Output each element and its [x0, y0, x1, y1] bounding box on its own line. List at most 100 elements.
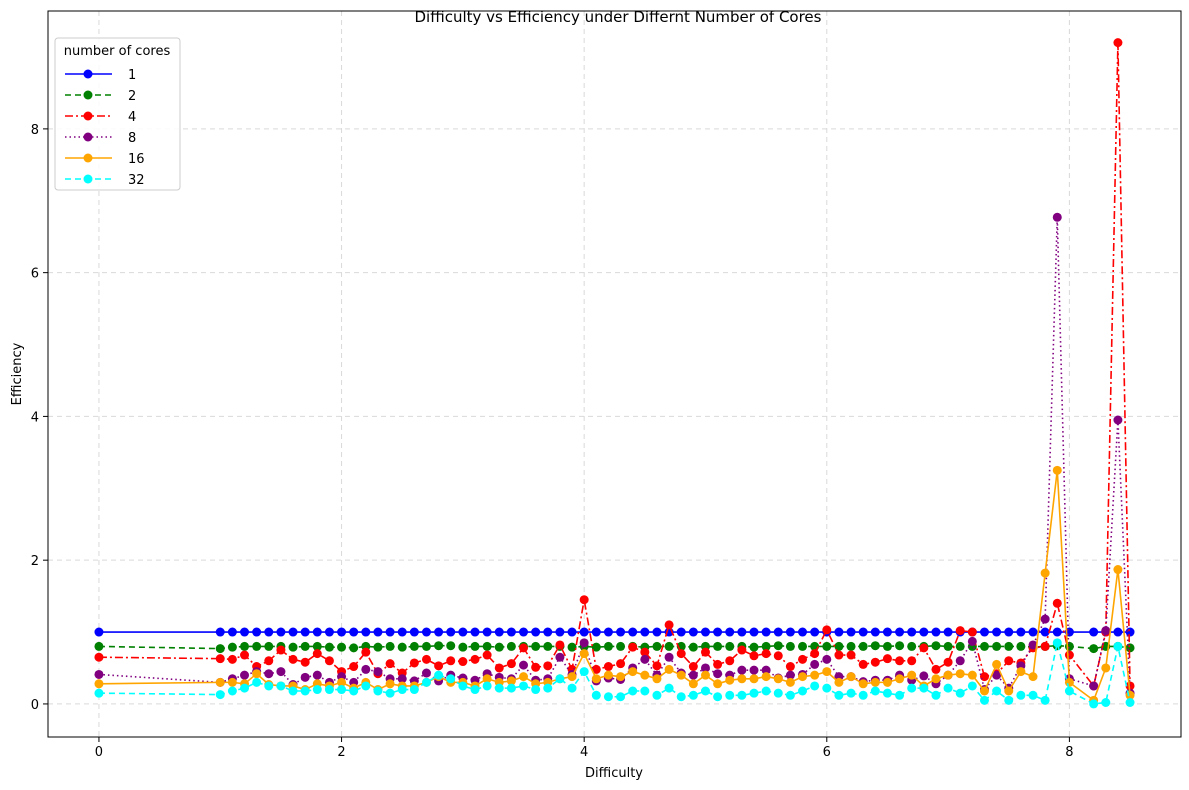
data-point [737, 690, 747, 700]
data-point [434, 641, 444, 651]
data-point [640, 647, 650, 657]
data-point [931, 627, 941, 637]
data-point [870, 686, 880, 696]
series-line-8 [98, 217, 1131, 694]
data-point [1040, 614, 1050, 624]
data-point [264, 641, 274, 651]
data-point [434, 670, 444, 680]
data-point [240, 670, 250, 680]
data-point [531, 627, 541, 637]
data-point [215, 677, 225, 687]
data-point [749, 642, 759, 652]
data-point [955, 641, 965, 651]
data-point [276, 681, 286, 691]
data-point [895, 674, 905, 684]
data-point [252, 627, 262, 637]
data-point [337, 642, 347, 652]
data-point [227, 654, 237, 664]
data-point [543, 683, 553, 693]
data-point [664, 652, 674, 662]
data-point [676, 649, 686, 659]
data-point [700, 686, 710, 696]
data-point [94, 669, 104, 679]
data-point [761, 672, 771, 682]
data-point [785, 641, 795, 651]
data-point [979, 627, 989, 637]
data-point [1101, 626, 1111, 636]
data-point [955, 688, 965, 698]
data-point [591, 690, 601, 700]
data-point [543, 661, 553, 671]
data-point [628, 686, 638, 696]
legend-label: 32 [128, 173, 145, 188]
data-point [337, 627, 347, 637]
data-point [264, 627, 274, 637]
data-point [591, 674, 601, 684]
data-point [1125, 643, 1135, 653]
data-point [955, 656, 965, 666]
data-point [725, 627, 735, 637]
data-point [616, 641, 626, 651]
data-point [361, 664, 371, 674]
data-point [882, 677, 892, 687]
data-point [882, 627, 892, 637]
y-tick-label: 6 [31, 267, 39, 282]
data-point [907, 627, 917, 637]
data-point [713, 641, 723, 651]
data-point [1028, 627, 1038, 637]
data-point [409, 641, 419, 651]
data-point [482, 674, 492, 684]
data-point [931, 690, 941, 700]
data-point [967, 670, 977, 680]
data-point [446, 656, 456, 666]
data-point [785, 670, 795, 680]
x-tick-label: 2 [337, 745, 345, 760]
data-point [300, 686, 310, 696]
data-point [785, 677, 795, 687]
data-point [1052, 465, 1062, 475]
data-point [979, 641, 989, 651]
data-point [810, 659, 820, 669]
series-line-32 [98, 642, 1131, 705]
data-point [749, 651, 759, 661]
data-point [737, 674, 747, 684]
data-point [215, 627, 225, 637]
data-point [543, 627, 553, 637]
data-point [907, 641, 917, 651]
data-point [215, 690, 225, 700]
data-point [506, 676, 516, 686]
data-point [943, 670, 953, 680]
data-point [713, 659, 723, 669]
data-point [421, 627, 431, 637]
legend-swatch-marker [83, 90, 93, 100]
data-point [543, 641, 553, 651]
data-point [349, 662, 359, 672]
data-point [252, 669, 262, 679]
data-point [227, 627, 237, 637]
data-point [761, 649, 771, 659]
data-point [967, 627, 977, 637]
data-point [470, 654, 480, 664]
data-point [409, 685, 419, 695]
data-point [676, 692, 686, 702]
data-point [628, 667, 638, 677]
data-point [1101, 663, 1111, 673]
data-point [385, 679, 395, 689]
y-tick-label: 8 [31, 123, 39, 138]
data-point [288, 654, 298, 664]
data-point [240, 627, 250, 637]
data-point [1040, 568, 1050, 578]
data-point [628, 627, 638, 637]
data-point [264, 681, 274, 691]
data-point [531, 641, 541, 651]
data-point [858, 627, 868, 637]
data-point [822, 625, 832, 635]
data-point [519, 643, 529, 653]
data-point [834, 690, 844, 700]
data-point [1016, 667, 1026, 677]
data-point [458, 642, 468, 652]
data-point [579, 627, 589, 637]
data-point [240, 650, 250, 660]
data-point [907, 683, 917, 693]
data-point [882, 641, 892, 651]
